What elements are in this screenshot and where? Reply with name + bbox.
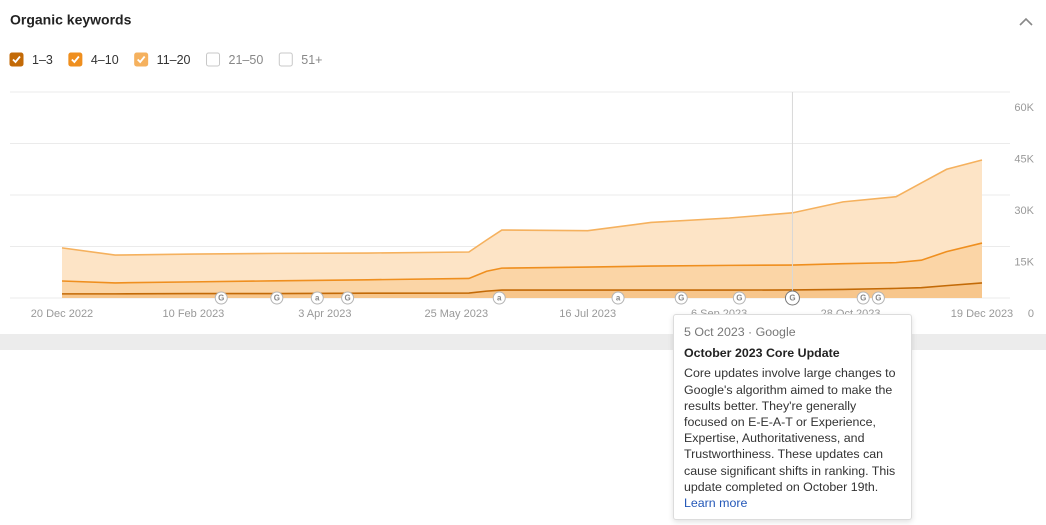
x-tick-label: 16 Jul 2023	[559, 308, 616, 320]
x-tick-label: 3 Apr 2023	[298, 308, 351, 320]
tooltip: 5 Oct 2023 · Google October 2023 Core Up…	[673, 314, 912, 520]
event-marker[interactable]: G	[856, 291, 870, 305]
event-label: G	[274, 294, 280, 303]
event-label: G	[218, 294, 224, 303]
event-badge	[674, 291, 688, 305]
event-marker[interactable]: G	[784, 290, 800, 306]
legend-item[interactable]: 11–20	[134, 52, 191, 67]
event-label: G	[875, 294, 881, 303]
event-badge	[784, 290, 800, 306]
tooltip-title: October 2023 Core Update	[684, 346, 840, 361]
event-marker[interactable]: G	[674, 291, 688, 305]
event-badge	[492, 291, 506, 305]
legend-item[interactable]: 51+	[278, 52, 323, 67]
event-marker[interactable]: a	[611, 291, 625, 305]
x-tick-label: 25 May 2023	[424, 308, 488, 320]
legend-label: 1–3	[32, 53, 53, 67]
event-badge	[310, 291, 324, 305]
x-tick-label: 19 Dec 2023	[951, 308, 1013, 320]
event-marker[interactable]: a	[310, 291, 324, 305]
checkmark	[12, 55, 21, 64]
y-tick-label: 15K	[1014, 256, 1034, 268]
series-line	[61, 159, 983, 256]
y-tick-label: 30K	[1014, 205, 1034, 217]
collapse-toggle[interactable]	[1019, 17, 1033, 26]
event-label: G	[678, 294, 684, 303]
event-label: G	[789, 294, 795, 303]
event-badge	[270, 291, 284, 305]
legend-label: 4–10	[91, 53, 119, 67]
event-label: G	[860, 294, 866, 303]
chart-title: Organic keywords	[10, 12, 132, 28]
event-badge	[856, 291, 870, 305]
legend-label: 51+	[301, 53, 322, 67]
x-tick-label: 20 Dec 2022	[31, 308, 93, 320]
legend-item[interactable]: 4–10	[68, 52, 119, 67]
event-badge	[214, 291, 228, 305]
checkmark	[137, 55, 146, 64]
event-marker[interactable]: G	[871, 291, 885, 305]
event-badge	[732, 291, 746, 305]
legend-item[interactable]: 1–3	[9, 52, 53, 67]
event-badge	[611, 291, 625, 305]
area	[62, 159, 982, 283]
y-tick-label: 45K	[1014, 153, 1034, 165]
event-marker[interactable]: G	[732, 291, 746, 305]
event-label: a	[497, 294, 502, 303]
checkmark	[71, 55, 80, 64]
tooltip-meta: 5 Oct 2023 · Google	[684, 325, 796, 339]
event-badge	[871, 291, 885, 305]
learn-more-link[interactable]: Learn more	[684, 496, 748, 511]
x-tick-label: 10 Feb 2023	[163, 308, 225, 320]
event-badge	[341, 291, 355, 305]
y-tick-label: 0	[1028, 308, 1034, 320]
checkbox	[206, 52, 221, 67]
legend-label: 21–50	[229, 53, 264, 67]
series-line	[61, 242, 983, 284]
legend-label: 11–20	[157, 53, 191, 67]
event-label: G	[344, 294, 350, 303]
checkbox	[278, 52, 293, 67]
event-label: a	[315, 294, 320, 303]
event-marker[interactable]: G	[214, 291, 228, 305]
event-marker[interactable]: G	[341, 291, 355, 305]
legend-item[interactable]: 21–50	[206, 52, 264, 67]
series-line	[62, 282, 983, 295]
y-tick-label: 60K	[1014, 102, 1034, 114]
tooltip-body: Core updates involve large changes to Go…	[684, 366, 896, 494]
event-marker[interactable]: G	[270, 291, 284, 305]
event-label: G	[736, 294, 742, 303]
event-label: a	[616, 294, 621, 303]
event-marker[interactable]: a	[492, 291, 506, 305]
